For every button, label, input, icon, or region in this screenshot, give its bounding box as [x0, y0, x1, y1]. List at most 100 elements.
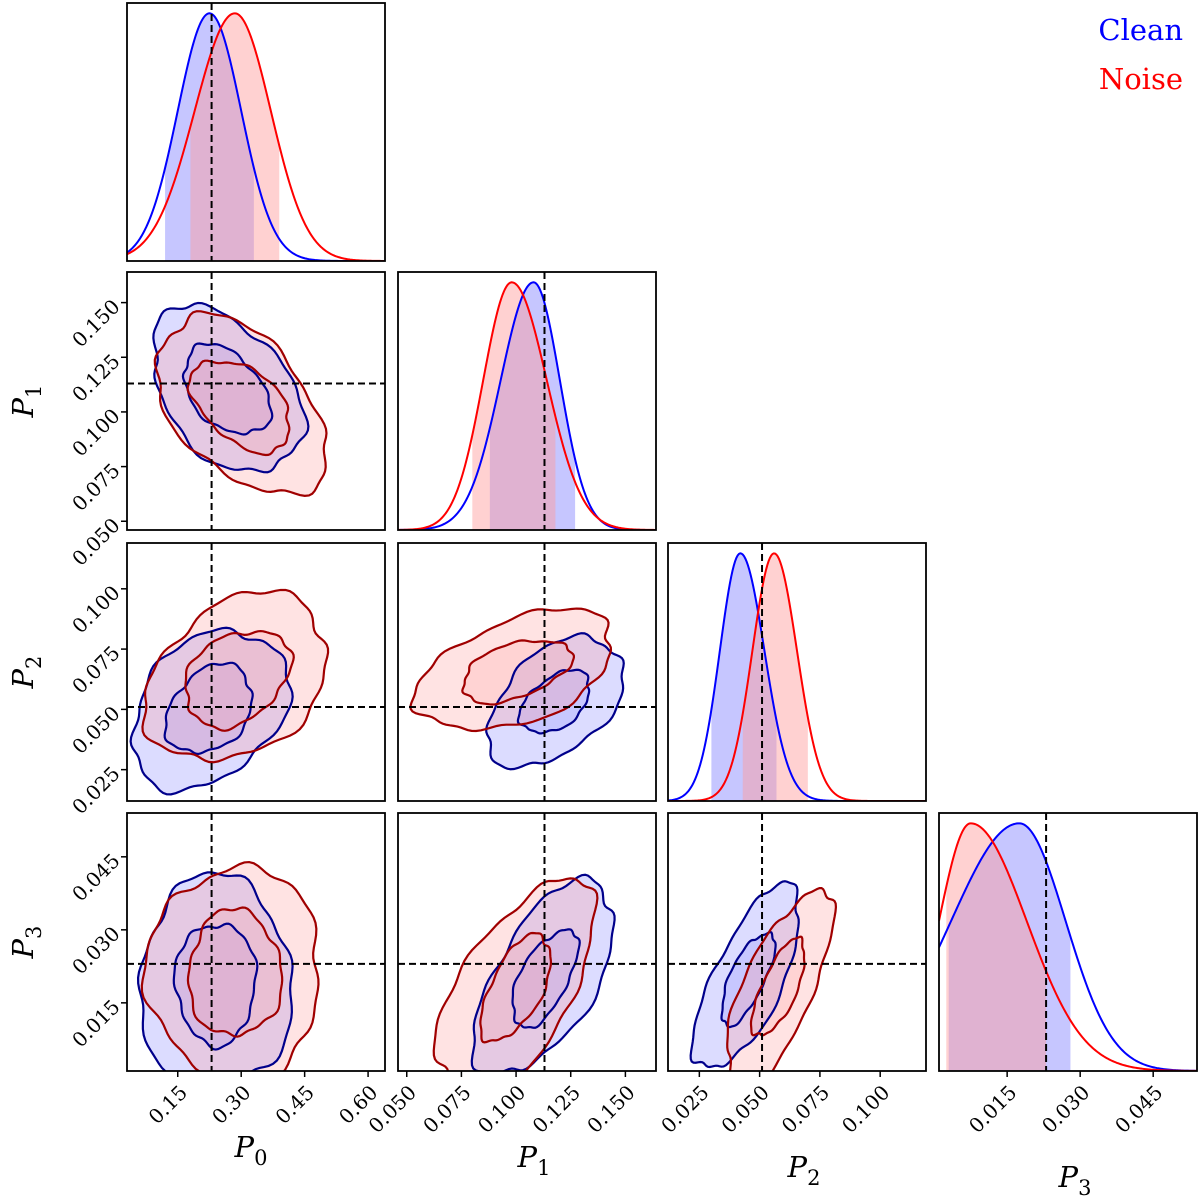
contour-68-noise [184, 629, 295, 732]
x-axis-label-p3: P3 [1058, 1160, 1092, 1197]
y-tick-label: 0.015 [67, 995, 124, 1052]
contour-fill-68-clean [182, 343, 273, 435]
y-tick-label: 0.050 [67, 513, 124, 570]
credible-band-clean-p1 [489, 282, 576, 530]
contour-fill-68-clean [517, 669, 590, 734]
marginal-clean-p3 [939, 822, 1197, 1071]
panel-p2-p2 [667, 542, 927, 802]
marginal-noise-p2 [668, 552, 926, 801]
contour-68-noise [749, 935, 806, 1037]
panel-frame [126, 2, 386, 262]
panel-p1-p1 [397, 271, 657, 531]
contour-fill-95-noise [727, 888, 836, 1071]
contour-95-clean [152, 301, 310, 474]
panel-frame [126, 271, 386, 531]
panel-p2-p3: 0.025 0.050 0.075 0.100 P2 [656, 812, 927, 1190]
marginal-noise-p0 [127, 12, 385, 261]
panel-frame [397, 542, 657, 802]
credible-band-noise-p1 [472, 282, 556, 530]
contour-95-clean [485, 632, 625, 771]
y-tick-label: 0.025 [67, 761, 124, 818]
contour-95-noise [140, 860, 320, 1071]
contour-95-noise [141, 588, 330, 764]
x-tick-label: 0.015 [964, 1080, 1021, 1137]
x-tick-label: 0.075 [777, 1080, 834, 1137]
legend-entry-noise: Noise [1099, 62, 1183, 96]
credible-band-noise-p0 [190, 13, 280, 261]
contour-68-clean [516, 668, 591, 735]
y-axis-label-p3: P3 [6, 926, 46, 960]
contour-fill-95-noise [410, 608, 611, 731]
contour-95-noise [726, 887, 838, 1071]
x-tick-label: 0.30 [207, 1080, 255, 1128]
x-tick-label: 0.45 [270, 1080, 318, 1128]
y-tick-label: 0.075 [67, 458, 124, 515]
x-tick-label: 0.045 [1110, 1080, 1167, 1137]
contour-fill-95-clean [153, 302, 309, 473]
y-axis-label-p1: P1 [6, 385, 46, 419]
y-tick-label: 0.075 [67, 641, 124, 698]
contour-95-noise [432, 877, 599, 1071]
contour-fill-68-noise [480, 932, 551, 1043]
credible-band-clean-p0 [165, 13, 254, 261]
panel-frame [667, 542, 927, 802]
contour-fill-95-clean [486, 633, 624, 770]
panel-frame [397, 812, 657, 1072]
marginal-clean-p1 [398, 281, 656, 530]
y-tick-label: 0.125 [67, 349, 124, 406]
y-tick-label: 0.150 [67, 294, 124, 351]
panel-frame [126, 542, 386, 802]
x-tick-label: 0.100 [837, 1080, 894, 1137]
contour-fill-68-clean [721, 932, 776, 1028]
contour-95-clean [136, 871, 294, 1071]
contour-95-clean [129, 626, 294, 796]
y-tick-label: 0.045 [67, 849, 124, 906]
marginal-clean-p2 [668, 552, 926, 801]
contour-fill-68-noise [462, 640, 574, 705]
x-axis-label-p1: P1 [517, 1140, 551, 1180]
panel-frame [397, 271, 657, 531]
legend: Clean Noise [1098, 13, 1183, 96]
contour-95-clean [470, 873, 616, 1071]
panel-frame [938, 812, 1198, 1072]
x-tick-label: 0.025 [656, 1080, 713, 1137]
panel-frame [126, 812, 386, 1072]
credible-band-noise-p3 [946, 823, 1047, 1071]
credible-band-clean-p2 [711, 553, 777, 801]
contour-fill-68-clean [173, 923, 258, 1050]
legend-entry-clean: Clean [1098, 13, 1183, 47]
y-axis-label-p2: P2 [6, 656, 46, 690]
x-axis-label-p2: P2 [787, 1150, 821, 1190]
x-tick-label: 0.030 [1037, 1080, 1094, 1137]
panel-p1-p2 [397, 542, 657, 802]
panel-frame [667, 812, 927, 1072]
x-tick-label: 0.100 [473, 1080, 530, 1137]
contour-68-clean [511, 928, 581, 1029]
contour-68-noise [479, 931, 553, 1044]
contour-fill-95-clean [138, 872, 293, 1071]
marginal-noise-p1 [398, 281, 656, 530]
contour-68-clean [163, 661, 254, 756]
contour-68-noise [461, 639, 576, 706]
x-tick-label: 0.125 [528, 1080, 585, 1137]
panel-p0-p0 [126, 2, 386, 262]
marginal-noise-p3 [939, 822, 1197, 1071]
contour-95-clean [689, 880, 800, 1069]
x-tick-label: 0.15 [144, 1080, 192, 1128]
x-tick-label: 0.150 [582, 1080, 639, 1137]
y-tick-label: 0.100 [67, 404, 124, 461]
contour-68-noise [186, 906, 284, 1038]
credible-band-clean-p3 [948, 823, 1071, 1071]
y-tick-label: 0.100 [67, 581, 124, 638]
contour-fill-95-clean [471, 874, 615, 1071]
x-tick-label: 0.050 [716, 1080, 773, 1137]
x-axis-label-p0: P0 [234, 1130, 268, 1170]
y-tick-label: 0.030 [67, 922, 124, 979]
panel-p3-p3: 0.015 0.030 0.045 P3 [938, 812, 1198, 1197]
contour-fill-95-noise [141, 862, 319, 1071]
